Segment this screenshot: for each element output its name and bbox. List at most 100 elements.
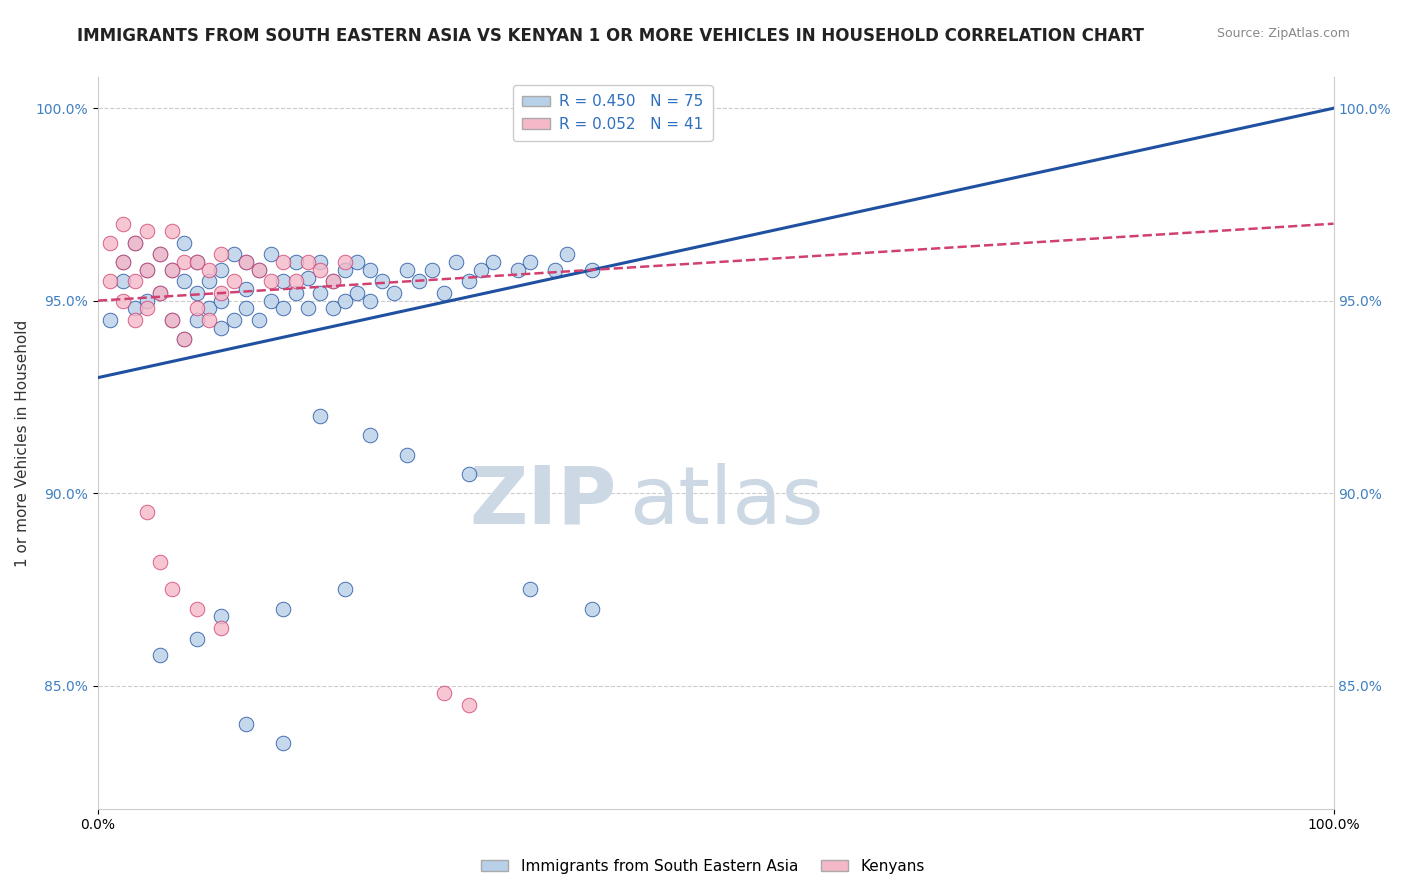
Point	[198, 313, 221, 327]
Point	[333, 582, 356, 597]
Point	[557, 247, 579, 261]
Point	[384, 285, 406, 300]
Point	[284, 274, 307, 288]
Point	[124, 235, 146, 250]
Point	[186, 255, 208, 269]
Point	[482, 255, 505, 269]
Point	[160, 224, 183, 238]
Point	[186, 632, 208, 647]
Point	[160, 263, 183, 277]
Point	[124, 274, 146, 288]
Point	[346, 255, 368, 269]
Point	[271, 736, 294, 750]
Point	[124, 235, 146, 250]
Legend: R = 0.450   N = 75, R = 0.052   N = 41: R = 0.450 N = 75, R = 0.052 N = 41	[513, 85, 713, 141]
Point	[322, 274, 344, 288]
Point	[346, 285, 368, 300]
Point	[111, 255, 134, 269]
Point	[149, 285, 172, 300]
Point	[173, 332, 195, 346]
Point	[186, 601, 208, 615]
Point	[408, 274, 430, 288]
Point	[506, 263, 529, 277]
Point	[297, 301, 319, 316]
Point	[433, 285, 456, 300]
Point	[235, 255, 257, 269]
Point	[333, 293, 356, 308]
Point	[309, 255, 332, 269]
Point	[271, 255, 294, 269]
Point	[98, 313, 121, 327]
Point	[420, 263, 443, 277]
Point	[149, 247, 172, 261]
Point	[136, 505, 159, 519]
Text: Source: ZipAtlas.com: Source: ZipAtlas.com	[1216, 27, 1350, 40]
Point	[322, 301, 344, 316]
Point	[136, 263, 159, 277]
Point	[359, 263, 381, 277]
Point	[284, 285, 307, 300]
Point	[160, 313, 183, 327]
Point	[297, 270, 319, 285]
Point	[98, 274, 121, 288]
Point	[444, 255, 467, 269]
Point	[186, 285, 208, 300]
Point	[284, 255, 307, 269]
Point	[297, 255, 319, 269]
Point	[544, 263, 567, 277]
Point	[271, 274, 294, 288]
Point	[136, 293, 159, 308]
Point	[433, 686, 456, 700]
Point	[124, 301, 146, 316]
Point	[198, 263, 221, 277]
Point	[111, 274, 134, 288]
Point	[149, 555, 172, 569]
Point	[149, 648, 172, 662]
Point	[235, 255, 257, 269]
Point	[211, 285, 233, 300]
Point	[247, 263, 270, 277]
Point	[247, 263, 270, 277]
Point	[222, 247, 245, 261]
Point	[322, 274, 344, 288]
Point	[111, 217, 134, 231]
Point	[235, 282, 257, 296]
Point	[211, 609, 233, 624]
Point	[222, 274, 245, 288]
Point	[111, 255, 134, 269]
Point	[198, 274, 221, 288]
Point	[149, 247, 172, 261]
Point	[160, 263, 183, 277]
Point	[247, 313, 270, 327]
Point	[309, 285, 332, 300]
Point	[581, 263, 603, 277]
Point	[173, 255, 195, 269]
Point	[260, 274, 283, 288]
Point	[186, 313, 208, 327]
Point	[271, 601, 294, 615]
Text: atlas: atlas	[630, 463, 824, 541]
Point	[211, 293, 233, 308]
Point	[395, 448, 418, 462]
Point	[160, 582, 183, 597]
Point	[111, 293, 134, 308]
Point	[235, 301, 257, 316]
Point	[136, 263, 159, 277]
Point	[457, 274, 479, 288]
Point	[470, 263, 492, 277]
Point	[160, 313, 183, 327]
Point	[136, 224, 159, 238]
Point	[309, 263, 332, 277]
Y-axis label: 1 or more Vehicles in Household: 1 or more Vehicles in Household	[15, 319, 30, 566]
Point	[260, 247, 283, 261]
Point	[173, 274, 195, 288]
Point	[519, 255, 541, 269]
Point	[98, 235, 121, 250]
Point	[371, 274, 394, 288]
Point	[260, 293, 283, 308]
Point	[235, 717, 257, 731]
Point	[186, 255, 208, 269]
Point	[149, 285, 172, 300]
Point	[359, 293, 381, 308]
Point	[395, 263, 418, 277]
